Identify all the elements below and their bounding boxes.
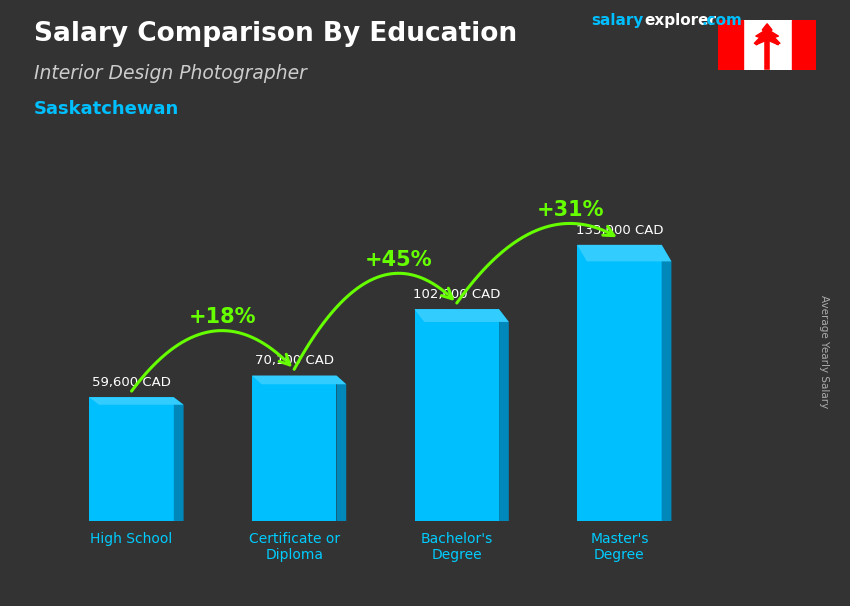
Bar [577, 245, 661, 521]
Polygon shape [661, 245, 672, 521]
Polygon shape [499, 309, 509, 521]
Text: +31%: +31% [536, 201, 604, 221]
Polygon shape [577, 245, 672, 261]
Polygon shape [754, 24, 780, 45]
Bar [89, 398, 174, 521]
Text: +18%: +18% [189, 307, 256, 327]
Text: explorer: explorer [644, 13, 717, 28]
Bar [415, 309, 499, 521]
Text: salary: salary [591, 13, 643, 28]
Bar [718, 20, 743, 70]
Bar [791, 20, 816, 70]
Text: Saskatchewan: Saskatchewan [34, 100, 179, 118]
Bar [252, 376, 337, 521]
Polygon shape [415, 309, 509, 322]
Text: 59,600 CAD: 59,600 CAD [92, 376, 171, 389]
Polygon shape [174, 398, 184, 521]
Text: Average Yearly Salary: Average Yearly Salary [819, 295, 829, 408]
Text: Interior Design Photographer: Interior Design Photographer [34, 64, 307, 82]
Polygon shape [337, 376, 346, 521]
Polygon shape [252, 376, 346, 384]
Text: Salary Comparison By Education: Salary Comparison By Education [34, 21, 517, 47]
Text: .com: .com [701, 13, 742, 28]
Text: 133,000 CAD: 133,000 CAD [575, 224, 663, 236]
Text: +45%: +45% [365, 250, 433, 270]
Text: 102,000 CAD: 102,000 CAD [413, 288, 501, 301]
Polygon shape [89, 398, 184, 405]
Text: 70,100 CAD: 70,100 CAD [255, 354, 334, 367]
